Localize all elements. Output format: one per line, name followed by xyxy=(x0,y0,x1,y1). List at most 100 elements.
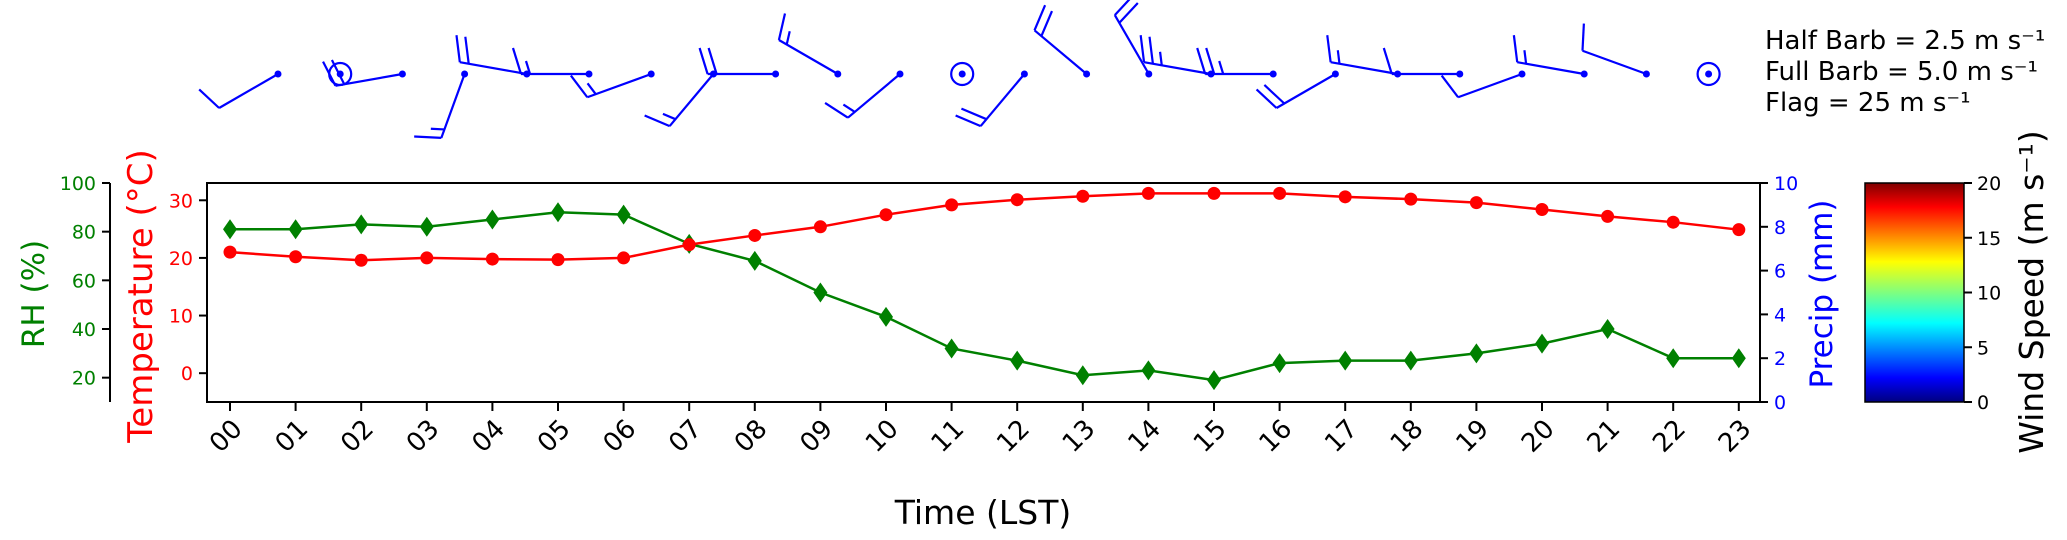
rh-point xyxy=(747,250,762,271)
rh-point xyxy=(1666,348,1681,369)
barb-full xyxy=(1263,84,1286,105)
barb-full xyxy=(1326,35,1332,63)
barb-full xyxy=(777,13,787,41)
temperature-point xyxy=(420,251,434,265)
wind-barb xyxy=(1255,70,1339,109)
temperature-point xyxy=(1273,186,1287,200)
barb-half xyxy=(524,60,532,75)
wind-barb xyxy=(1512,35,1588,78)
barb-full xyxy=(330,59,346,85)
barb-staff xyxy=(586,72,652,99)
wind-barb xyxy=(1196,47,1277,78)
barb-staff xyxy=(1275,73,1336,109)
barb-legend: Half Barb = 2.5 m s⁻¹ Full Barb = 5.0 m … xyxy=(1765,26,2045,118)
precip-tick-label: 4 xyxy=(1774,304,1786,326)
temperature-point xyxy=(879,208,893,222)
wind-barb xyxy=(198,70,282,109)
rh-point xyxy=(419,216,434,237)
x-tick-label: 22 xyxy=(1647,414,1692,459)
rh-line xyxy=(230,210,1739,382)
barb-full xyxy=(960,107,987,121)
temperature-point xyxy=(1404,192,1418,206)
x-tick-label: 15 xyxy=(1188,414,1233,459)
barb-full xyxy=(455,35,461,63)
x-tick-label: 03 xyxy=(401,414,446,459)
wind-barb xyxy=(950,61,975,87)
barb-full xyxy=(1033,4,1047,31)
temperature-tick-label: 0 xyxy=(181,363,193,385)
barb-full xyxy=(1148,36,1154,64)
barb-half xyxy=(785,30,791,45)
wind-barb xyxy=(777,13,842,78)
colorbar: 0 5 10 15 20 Wind Speed (m s⁻¹) xyxy=(1864,130,2051,454)
x-tick-label: 20 xyxy=(1516,414,1561,459)
colorbar-tick-label: 0 xyxy=(1977,392,1989,414)
x-tick-label: 11 xyxy=(926,414,971,459)
barb-half xyxy=(1158,51,1163,66)
wind-barb xyxy=(1696,61,1721,87)
barb-full xyxy=(1139,35,1146,63)
rh-point xyxy=(1272,353,1287,374)
x-tick-label: 09 xyxy=(794,414,839,459)
x-tick-label: 07 xyxy=(663,414,708,459)
colorbar-tick-label: 20 xyxy=(1977,173,2001,195)
rh-point xyxy=(1600,319,1615,339)
colorbar-tick-label: 5 xyxy=(1977,337,1989,359)
rh-point xyxy=(1731,348,1746,369)
rh-point xyxy=(813,282,828,303)
temperature-point xyxy=(1141,186,1155,200)
barb-staff xyxy=(1033,29,1088,75)
wind-barb xyxy=(414,70,469,139)
temperature-point xyxy=(748,228,762,242)
barb-staff xyxy=(1113,14,1150,75)
barb-full xyxy=(1440,74,1459,98)
calm-circle xyxy=(950,61,975,87)
barb-full xyxy=(1205,47,1216,75)
precip-tick-label: 6 xyxy=(1774,261,1786,283)
wind-barb xyxy=(824,70,904,119)
x-tick-label: 19 xyxy=(1450,414,1495,459)
barb-staff xyxy=(668,73,715,127)
wind-barb xyxy=(1033,4,1091,78)
rh-point xyxy=(879,306,893,327)
rh-point xyxy=(354,214,369,235)
colorbar-label: Wind Speed (m s⁻¹) xyxy=(2012,130,2051,454)
wind-barb xyxy=(322,59,406,87)
barb-staff xyxy=(1143,61,1212,76)
colorbar-tick-label: 15 xyxy=(1977,228,2001,250)
precip-tick-label: 0 xyxy=(1774,392,1786,414)
temperature-point xyxy=(682,238,696,252)
barb-full xyxy=(698,47,709,75)
rh-axis-label: RH (%) xyxy=(16,240,52,348)
wind-barb xyxy=(570,70,655,99)
precip-tick-label: 2 xyxy=(1774,348,1786,370)
temperature-point xyxy=(945,198,959,212)
barb-half xyxy=(430,127,445,131)
rh-tick-label: 100 xyxy=(60,173,96,195)
barb-full xyxy=(824,102,849,119)
plot-frame xyxy=(206,182,1761,403)
barb-full xyxy=(511,47,523,75)
temperature-point xyxy=(551,253,565,267)
wind-barb xyxy=(955,70,1028,128)
temperature-point xyxy=(813,220,827,234)
barb-full xyxy=(1118,2,1139,24)
rh-tick-label: 40 xyxy=(72,319,96,341)
rh-point xyxy=(1010,350,1025,371)
temperature-point xyxy=(485,252,499,266)
temperature-point xyxy=(1535,203,1549,217)
x-tick-label: 14 xyxy=(1122,414,1167,459)
calm-dot xyxy=(1705,70,1713,78)
barb-full xyxy=(644,114,671,128)
rh-point xyxy=(1535,333,1549,354)
wind-barb xyxy=(1440,70,1526,99)
series-layer xyxy=(223,186,1746,391)
temperature-tick-label: 30 xyxy=(169,190,193,212)
rh-point xyxy=(944,338,959,359)
x-tick-label: 16 xyxy=(1254,414,1299,459)
barb-legend-full: Full Barb = 5.0 m s⁻¹ xyxy=(1765,57,2038,87)
barb-staff xyxy=(778,39,839,75)
barb-full xyxy=(1113,0,1131,16)
temperature-point xyxy=(1601,209,1615,223)
wind-barb xyxy=(1382,47,1464,78)
